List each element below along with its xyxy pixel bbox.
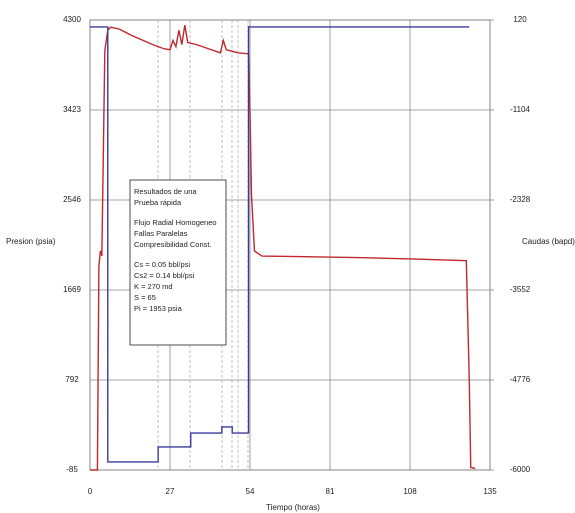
- x-axis-label: Tiempo (horas): [266, 503, 320, 512]
- y-axis-label: Presion (psia): [6, 237, 56, 246]
- series-line: [90, 25, 476, 471]
- y2-tick-label: -4776: [510, 375, 531, 384]
- y-tick-label: 4300: [63, 15, 81, 24]
- y2-tick-label: 120: [513, 15, 527, 24]
- x-tick-label: 54: [246, 487, 255, 496]
- annotation-text: Fallas Paralelas: [134, 229, 188, 238]
- annotation-text: Flujo Radial Homogeneo: [134, 218, 217, 227]
- x-tick-label: 135: [483, 487, 497, 496]
- annotation-text: Compresibilidad Const.: [134, 240, 212, 249]
- annotation-text: K = 270 md: [134, 282, 173, 291]
- y2-axis-label: Caudas (bapd): [522, 237, 575, 246]
- annotation-text: Cs = 0.05 bbl/psi: [134, 260, 190, 269]
- annotation-text: Prueba rápida: [134, 198, 182, 207]
- y2-tick-label: -2328: [510, 195, 531, 204]
- annotation-text: S = 65: [134, 293, 156, 302]
- annotation-text: Pi = 1953 psia: [134, 304, 183, 313]
- y2-tick-label: -1104: [510, 105, 530, 114]
- y-tick-label: -85: [66, 465, 78, 474]
- annotation-text: Resultados de una: [134, 187, 197, 196]
- y2-tick-label: -3552: [510, 285, 531, 294]
- x-tick-label: 108: [403, 487, 417, 496]
- y-tick-label: 792: [65, 375, 79, 384]
- y-tick-label: 3423: [63, 105, 81, 114]
- x-tick-label: 0: [88, 487, 93, 496]
- series-line: [90, 26, 470, 463]
- y-tick-label: 2546: [63, 195, 81, 204]
- annotation-box: [129, 179, 227, 346]
- x-tick-label: 27: [166, 487, 175, 496]
- y-tick-label: 1669: [63, 285, 81, 294]
- x-tick-label: 81: [326, 487, 335, 496]
- annotation-text: Cs2 = 0.14 bbl/psi: [134, 271, 195, 280]
- y2-tick-label: -6000: [510, 465, 531, 474]
